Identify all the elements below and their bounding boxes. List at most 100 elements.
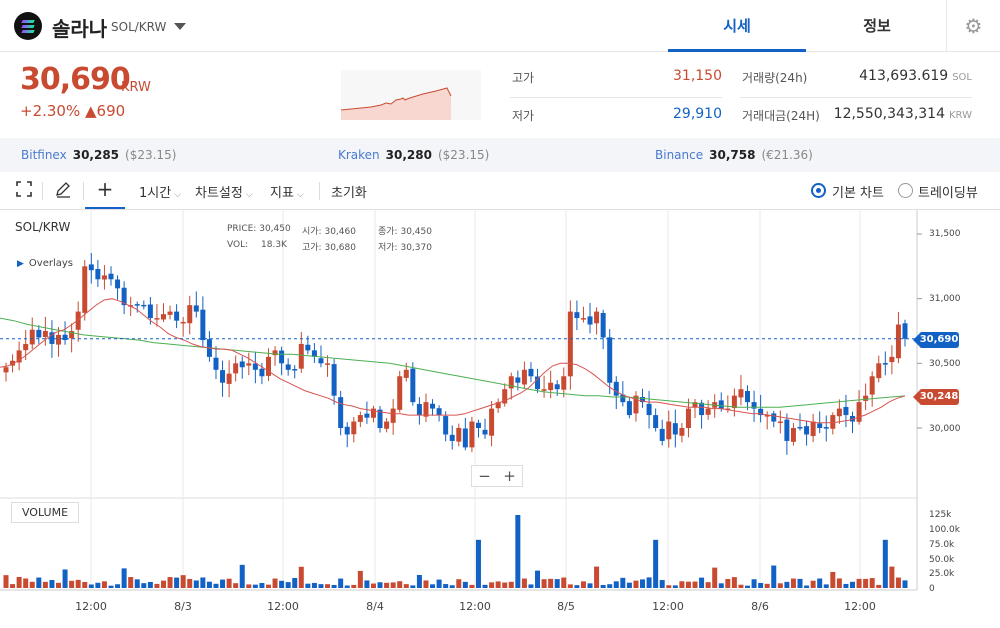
indicators-label: 지표 bbox=[270, 186, 294, 201]
candle-body bbox=[764, 415, 770, 417]
volume-bar bbox=[416, 574, 422, 588]
candle-body bbox=[633, 395, 639, 414]
candle-body bbox=[640, 397, 646, 403]
tradingview-radio[interactable] bbox=[898, 183, 913, 198]
candle-body bbox=[810, 421, 816, 436]
candle-body bbox=[587, 316, 593, 325]
zoom-out-button[interactable]: − bbox=[478, 467, 491, 485]
volume-bar bbox=[23, 578, 29, 588]
volume-bar bbox=[265, 584, 271, 588]
volume-bar bbox=[141, 583, 147, 588]
candle-body bbox=[672, 423, 678, 435]
candle-body bbox=[384, 421, 390, 429]
candle-body bbox=[876, 363, 882, 379]
gear-icon[interactable]: ⚙ bbox=[946, 0, 1000, 52]
ohlc-open: 시가: 30,460 bbox=[302, 224, 356, 237]
volume-bar bbox=[233, 583, 239, 588]
ohlc-label: 고가: bbox=[302, 243, 322, 253]
fullscreen-glyph bbox=[16, 181, 32, 197]
ohlc-value: 30,450 bbox=[400, 227, 432, 237]
coin-name: 솔라나 bbox=[52, 17, 108, 41]
candle-body bbox=[699, 402, 705, 416]
candle-body bbox=[108, 273, 114, 280]
volume-bar bbox=[36, 577, 42, 588]
vol-tick: 100.0k bbox=[929, 525, 960, 535]
volume-bar bbox=[292, 578, 298, 588]
candle-body bbox=[180, 321, 186, 324]
volume-bar bbox=[95, 582, 101, 588]
candle-body bbox=[16, 350, 22, 363]
interval-dropdown[interactable]: 1시간 ⌵ bbox=[139, 186, 182, 201]
change-percent: +2.30% bbox=[20, 102, 81, 120]
coin-dropdown-chevron-icon[interactable] bbox=[174, 23, 186, 30]
volume-bar bbox=[475, 539, 481, 588]
y-tick: 30,500 bbox=[929, 359, 961, 369]
candle-body bbox=[797, 426, 803, 429]
change-amount: ▲690 bbox=[85, 102, 126, 120]
basic-chart-radio[interactable] bbox=[811, 183, 826, 198]
volume-bar bbox=[817, 578, 823, 588]
ma-value-badge: 30,248 bbox=[913, 389, 959, 405]
volume-bar bbox=[797, 578, 803, 588]
volume-24h-value: 413,693.619 SOL bbox=[820, 68, 972, 84]
ohlc-high: 고가: 30,680 bbox=[302, 240, 356, 253]
volume-bar bbox=[285, 582, 291, 588]
candle-body bbox=[134, 304, 140, 306]
volume-bar bbox=[548, 578, 554, 588]
volume-bar bbox=[16, 576, 22, 588]
volume-bar bbox=[502, 582, 508, 588]
price-chart[interactable] bbox=[0, 210, 1000, 625]
candle-body bbox=[42, 331, 48, 337]
candle-body bbox=[23, 343, 29, 351]
volume-bar bbox=[259, 583, 265, 588]
candlestick-chart[interactable] bbox=[0, 210, 1000, 625]
tab-market[interactable]: 시세 bbox=[668, 0, 806, 52]
pencil-icon[interactable] bbox=[54, 181, 72, 203]
exchange-bitfinex[interactable]: Bitfinex 30,285 ($23.15) bbox=[21, 148, 176, 162]
reset-button[interactable]: 초기화 bbox=[331, 186, 367, 201]
x-tick: 12:00 bbox=[652, 600, 684, 613]
basic-chart-label[interactable]: 기본 차트 bbox=[832, 186, 884, 201]
candle-body bbox=[469, 421, 475, 448]
crosshair-icon[interactable]: + bbox=[85, 172, 125, 209]
volume-bar bbox=[3, 575, 9, 588]
x-tick: 8/4 bbox=[366, 600, 384, 613]
exchange-kraken[interactable]: Kraken 30,280 ($23.15) bbox=[338, 148, 489, 162]
volume-bar bbox=[75, 579, 81, 588]
candle-body bbox=[351, 421, 357, 435]
volume-bar bbox=[147, 582, 153, 588]
x-tick: 12:00 bbox=[267, 600, 299, 613]
ohlc-value: 30,450 bbox=[259, 224, 291, 234]
candle-body bbox=[541, 389, 547, 391]
overlays-toggle[interactable]: ▶ Overlays bbox=[17, 258, 73, 269]
header: 솔라나 SOL/KRW 시세 정보 ⚙ bbox=[0, 0, 1000, 52]
candle-body bbox=[141, 304, 147, 307]
price-unit: KRW bbox=[121, 80, 151, 95]
chart-settings-dropdown[interactable]: 차트설정 ⌵ bbox=[195, 186, 253, 201]
exchange-binance[interactable]: Binance 30,758 (€21.36) bbox=[655, 148, 813, 162]
candle-body bbox=[265, 356, 271, 376]
trade-amount-unit: KRW bbox=[949, 110, 972, 121]
candle-body bbox=[462, 428, 468, 448]
volume-bar bbox=[42, 581, 48, 588]
candle-body bbox=[666, 421, 672, 440]
zoom-in-button[interactable]: + bbox=[503, 467, 516, 485]
candle-body bbox=[784, 419, 790, 441]
tradingview-label[interactable]: 트레이딩뷰 bbox=[918, 186, 978, 201]
tab-info[interactable]: 정보 bbox=[863, 17, 891, 35]
candle-body bbox=[154, 318, 160, 320]
fullscreen-icon[interactable] bbox=[16, 181, 32, 201]
candle-body bbox=[548, 382, 554, 391]
indicators-dropdown[interactable]: 지표 ⌵ bbox=[270, 186, 304, 201]
overlays-label: Overlays bbox=[28, 258, 74, 269]
ohlc-value: 30,460 bbox=[324, 227, 356, 237]
candle-body bbox=[410, 368, 416, 403]
candle-body bbox=[75, 311, 81, 330]
candle-body bbox=[298, 343, 304, 369]
volume-bar bbox=[620, 577, 626, 588]
candle-body bbox=[3, 367, 9, 373]
x-tick: 12:00 bbox=[75, 600, 107, 613]
candle-body bbox=[285, 364, 291, 370]
volume-bar bbox=[430, 584, 436, 588]
volume-bar bbox=[574, 585, 580, 588]
